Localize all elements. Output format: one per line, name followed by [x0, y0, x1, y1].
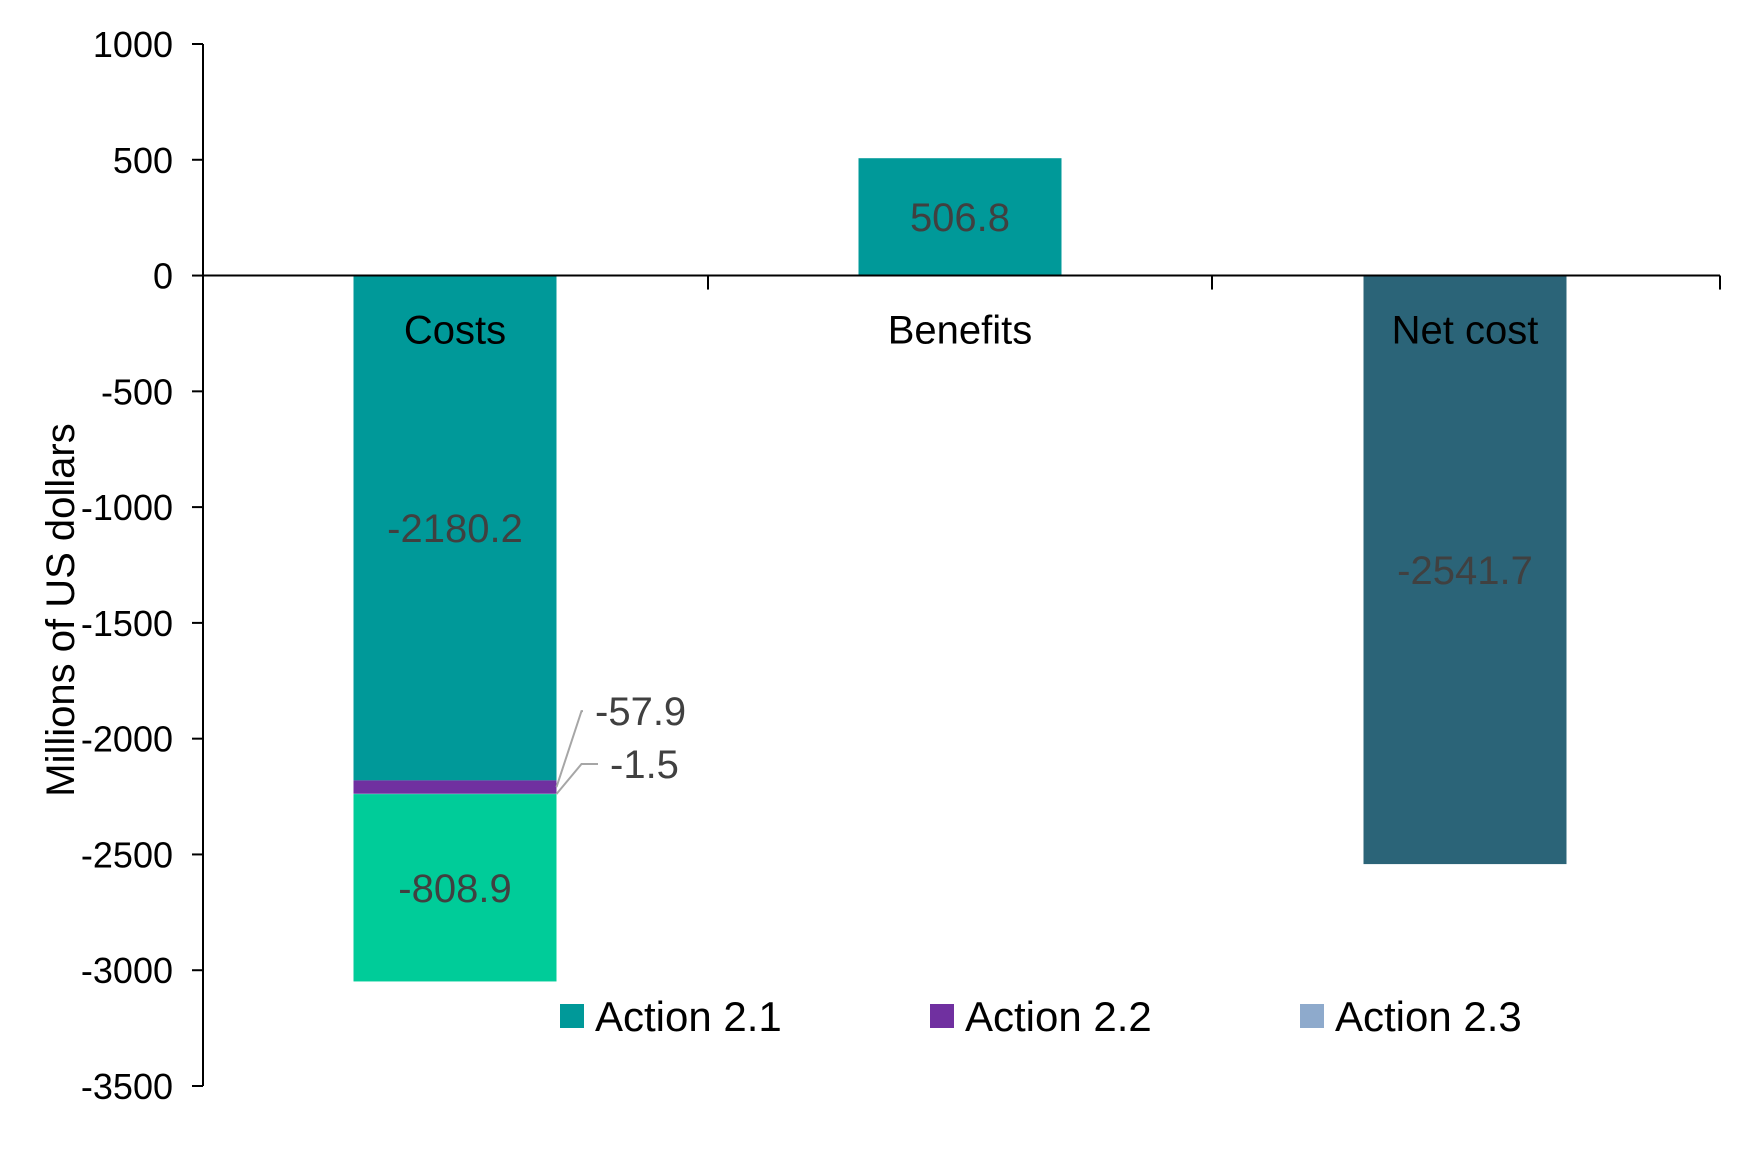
bar-costs-1 — [353, 780, 557, 794]
data-label: 506.8 — [910, 196, 1010, 240]
legend-swatch — [560, 1004, 584, 1028]
category-label: Benefits — [888, 309, 1033, 353]
y-tick-label: 1000 — [93, 24, 173, 65]
bar-net-cost-4 — [1363, 275, 1567, 865]
axes: 1000 500 0 -500 -1000 -1500 -2000 -2500 -3000 -35… — [81, 24, 1721, 1107]
y-tick-label: -1500 — [81, 603, 173, 644]
category-label: Costs — [404, 309, 506, 353]
y-tick-label: -2500 — [81, 834, 173, 875]
bars — [353, 158, 1567, 982]
data-label-callout: -57.9 — [595, 690, 686, 734]
y-tick-label: 500 — [113, 140, 173, 181]
y-tick-label: -1000 — [81, 487, 173, 528]
bar-costs-3 — [353, 794, 557, 982]
y-tick-label: -3500 — [81, 1066, 173, 1107]
legend-label: Action 2.2 — [965, 993, 1152, 1040]
bar-costs-2 — [353, 793, 557, 795]
category-label: Net cost — [1392, 309, 1539, 353]
data-label: -808.9 — [398, 867, 511, 911]
y-tick-label: -500 — [101, 371, 173, 412]
data-label: -2541.7 — [1397, 549, 1533, 593]
legend-label: Action 2.3 — [1335, 993, 1522, 1040]
y-tick-label: -2000 — [81, 719, 173, 760]
legend-swatch — [1300, 1004, 1324, 1028]
y-axis-title: Millions of US dollars — [39, 423, 83, 796]
legend: Action 2.1 Action 2.2 Action 2.3 — [560, 993, 1522, 1040]
data-label-callout: -1.5 — [610, 743, 679, 787]
data-labels: -2180.2 506.8 -808.9 -2541.7 -57.9 -1.5 — [387, 196, 1533, 911]
legend-label: Action 2.1 — [595, 993, 782, 1040]
y-tick-label: 0 — [153, 256, 173, 297]
bar-benefits-0 — [858, 158, 1062, 276]
leader-line — [555, 762, 598, 795]
bar-costs-0 — [353, 275, 557, 781]
data-label: -2180.2 — [387, 507, 523, 551]
legend-swatch — [930, 1004, 954, 1028]
y-tick-label: -3000 — [81, 950, 173, 991]
category-labels: Costs Benefits Net cost — [404, 309, 1538, 353]
leader-line — [555, 710, 583, 788]
